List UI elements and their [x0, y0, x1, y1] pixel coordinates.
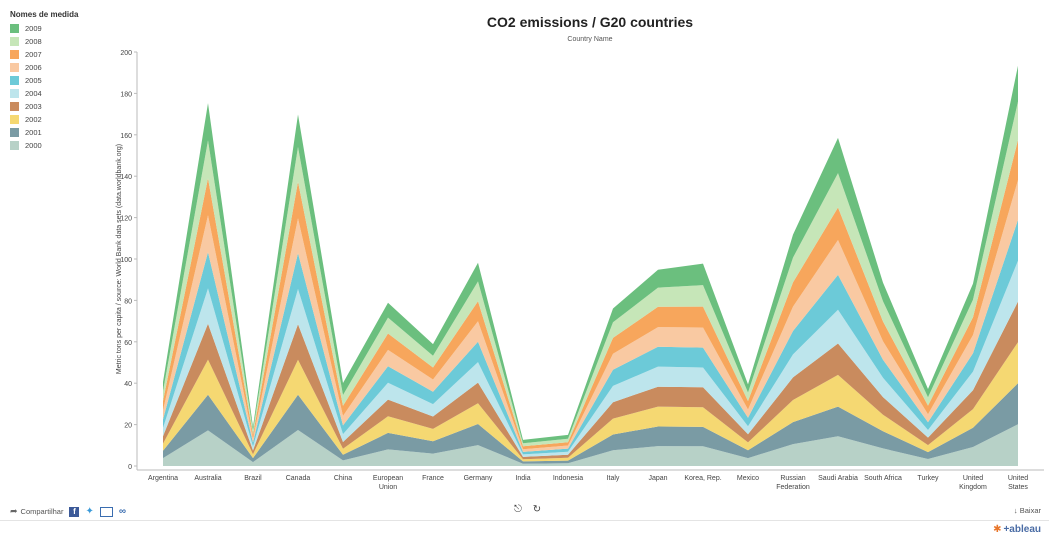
- export-icon[interactable]: ⎋: [514, 504, 522, 515]
- view-controls: ⎋ ↻: [514, 504, 549, 515]
- x-tick-label: Russian Federation: [776, 475, 810, 491]
- area-series-2000[interactable]: [163, 424, 1018, 466]
- x-tick-label: Italy: [607, 475, 620, 482]
- legend-swatch: [10, 102, 19, 111]
- legend-item-2004[interactable]: 2004: [10, 87, 110, 100]
- legend-item-2006[interactable]: 2006: [10, 61, 110, 74]
- share-group: ➦ Compartilhar f ✦ ∞: [10, 506, 126, 517]
- y-axis-label: Metric tons per capita / source: World B…: [116, 144, 123, 374]
- x-tick-label: Japan: [648, 475, 667, 482]
- legend-item-2002[interactable]: 2002: [10, 113, 110, 126]
- legend-item-2003[interactable]: 2003: [10, 100, 110, 113]
- x-tick-label: Mexico: [737, 475, 759, 482]
- x-tick-label: France: [422, 475, 444, 482]
- footer-divider: [0, 520, 1049, 521]
- legend-swatch: [10, 89, 19, 98]
- area-series-2001[interactable]: [163, 383, 1018, 464]
- legend-item-2000[interactable]: 2000: [10, 139, 110, 152]
- legend-swatch: [10, 37, 19, 46]
- revert-icon[interactable]: ↻: [532, 504, 542, 515]
- legend-label: 2001: [25, 128, 42, 137]
- y-tick-label: 120: [120, 216, 132, 223]
- legend-label: 2006: [25, 63, 42, 72]
- x-tick-label: Australia: [194, 475, 221, 482]
- twitter-icon[interactable]: ✦: [85, 506, 94, 517]
- legend: Nomes de medida 2009 2008 2007 2006 2005 2004…: [10, 10, 110, 152]
- tableau-logo-text: +ableau: [1003, 524, 1041, 535]
- legend-label: 2003: [25, 102, 42, 111]
- y-tick-label: 40: [124, 381, 132, 388]
- y-tick-label: 160: [120, 133, 132, 140]
- legend-label: 2004: [25, 89, 42, 98]
- chart-title: CO2 emissions / G20 countries: [486, 14, 694, 30]
- x-tick-label: Turkey: [917, 475, 939, 482]
- share-arrow-icon[interactable]: ➦: [10, 506, 18, 516]
- x-tick-label: Argentina: [148, 475, 178, 482]
- area-series-2003[interactable]: [163, 301, 1018, 460]
- chart-subtitle: Country Name: [567, 36, 613, 43]
- legend-item-2007[interactable]: 2007: [10, 48, 110, 61]
- share-link[interactable]: Compartilhar: [20, 507, 64, 516]
- legend-label: 2002: [25, 115, 42, 124]
- y-tick-label: 20: [124, 423, 132, 430]
- x-tick-label: India: [515, 475, 530, 482]
- legend-title: Nomes de medida: [10, 10, 79, 19]
- y-tick-label: 0: [128, 464, 132, 471]
- x-tick-label: South Africa: [864, 475, 902, 482]
- x-tick-label: Germany: [464, 475, 493, 482]
- legend-label: 2007: [25, 50, 42, 59]
- y-tick-label: 80: [124, 298, 132, 305]
- legend-item-2001[interactable]: 2001: [10, 126, 110, 139]
- x-tick-label: United Kingdom: [959, 475, 987, 491]
- legend-swatch: [10, 24, 19, 33]
- y-tick-label: 200: [120, 50, 132, 57]
- legend-label: 2000: [25, 141, 42, 150]
- area-series-2004[interactable]: [163, 260, 1018, 457]
- y-tick-label: 140: [120, 174, 132, 181]
- x-tick-label: Korea, Rep.: [684, 475, 721, 482]
- legend-label: 2005: [25, 76, 42, 85]
- legend-swatch: [10, 141, 19, 150]
- bottom-toolbar: ➦ Compartilhar f ✦ ∞ ⎋ ↻ ↓ Baixar: [0, 500, 1049, 520]
- download-button[interactable]: ↓ Baixar: [1014, 506, 1041, 515]
- legend-label: 2009: [25, 24, 42, 33]
- legend-swatch: [10, 63, 19, 72]
- legend-item-2005[interactable]: 2005: [10, 74, 110, 87]
- x-tick-label: European Union: [373, 475, 403, 491]
- legend-item-2009[interactable]: 2009: [10, 22, 110, 35]
- legend-swatch: [10, 115, 19, 124]
- legend-item-2008[interactable]: 2008: [10, 35, 110, 48]
- x-tick-label: Brazil: [244, 475, 262, 482]
- x-tick-label: Indonesia: [553, 475, 583, 482]
- y-tick-label: 180: [120, 91, 132, 98]
- area-series-2002[interactable]: [163, 342, 1018, 462]
- x-tick-label: Saudi Arabia: [818, 475, 858, 482]
- x-tick-label: United States: [1008, 475, 1029, 491]
- x-tick-label: China: [334, 475, 352, 482]
- download-label: Baixar: [1019, 506, 1041, 515]
- mail-icon[interactable]: [99, 506, 113, 517]
- link-icon[interactable]: ∞: [118, 506, 127, 517]
- legend-swatch: [10, 76, 19, 85]
- facebook-icon[interactable]: f: [69, 506, 80, 517]
- tableau-logo-icon: ✱: [993, 524, 1002, 535]
- area-chart: 0 20 40 60 80 100 120 140 160 180 200 Metric tons p…: [116, 50, 1044, 491]
- legend-label: 2008: [25, 37, 42, 46]
- y-tick-label: 60: [124, 340, 132, 347]
- tableau-logo[interactable]: ✱ +ableau: [993, 524, 1041, 535]
- y-tick-label: 100: [120, 257, 132, 264]
- legend-swatch: [10, 128, 19, 137]
- legend-swatch: [10, 50, 19, 59]
- x-tick-label: Canada: [286, 475, 311, 482]
- download-arrow-icon: ↓: [1013, 506, 1018, 515]
- legend-items: 2009 2008 2007 2006 2005 2004 2003 2002 2001 2000: [10, 22, 110, 152]
